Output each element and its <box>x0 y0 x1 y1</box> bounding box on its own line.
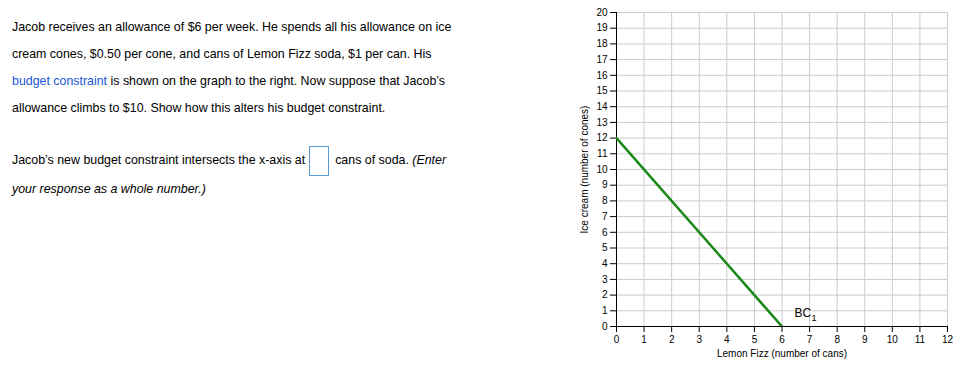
svg-text:1: 1 <box>811 313 816 323</box>
svg-text:11: 11 <box>915 334 926 345</box>
svg-text:11: 11 <box>597 148 608 159</box>
svg-text:6: 6 <box>779 334 785 345</box>
html-text:cans of soda. (Enter: cans of soda. (Enter <box>335 153 447 168</box>
svg-text:5: 5 <box>602 242 608 253</box>
html-text:cream cones, $0.50 per cone, a: cream cones, $0.50 per cone, and cans of… <box>12 47 432 61</box>
svg-text:9: 9 <box>862 334 868 345</box>
svg-text:20: 20 <box>596 7 608 18</box>
svg-text:10: 10 <box>596 164 608 175</box>
svg-text:12: 12 <box>942 334 954 345</box>
svg-text:13: 13 <box>596 117 608 128</box>
svg-text:10: 10 <box>887 334 899 345</box>
html-text:allowance climbs to $10. Show: allowance climbs to $10. Show how this a… <box>12 101 386 115</box>
svg-text:8: 8 <box>602 195 608 206</box>
svg-text:18: 18 <box>596 38 608 49</box>
svg-text:3: 3 <box>602 274 608 285</box>
html-text:budget constraint is shown on: budget constraint is shown on the graph … <box>12 74 445 88</box>
svg-text:1: 1 <box>641 334 647 345</box>
svg-text:0: 0 <box>602 321 608 332</box>
svg-text:8: 8 <box>834 334 840 345</box>
svg-text:17: 17 <box>596 54 608 65</box>
svg-text:15: 15 <box>596 85 608 96</box>
svg-text:9: 9 <box>602 179 608 190</box>
svg-text:Ice cream (number of cones): Ice cream (number of cones) <box>579 106 590 234</box>
svg-text:5: 5 <box>752 334 758 345</box>
svg-text:12: 12 <box>596 132 608 143</box>
svg-text:0: 0 <box>614 334 620 345</box>
html-text:your response as a whole numbe: your response as a whole number.) <box>12 182 206 196</box>
svg-text:2: 2 <box>602 289 608 300</box>
svg-text:1: 1 <box>602 305 608 316</box>
svg-text:14: 14 <box>596 101 608 112</box>
svg-text:19: 19 <box>596 22 608 33</box>
html-text:Jacob’s new budget constraint: Jacob’s new budget constraint intersects… <box>12 153 306 168</box>
svg-text:7: 7 <box>602 211 608 222</box>
svg-text:7: 7 <box>807 334 813 345</box>
html-text:Jacob receives an allowance of: Jacob receives an allowance of $6 per we… <box>12 20 452 34</box>
svg-text:4: 4 <box>602 258 608 269</box>
svg-text:16: 16 <box>596 70 608 81</box>
svg-text:2: 2 <box>669 334 675 345</box>
svg-text:BC: BC <box>794 306 811 320</box>
svg-text:4: 4 <box>724 334 730 345</box>
svg-text:3: 3 <box>696 334 702 345</box>
svg-text:Lemon Fizz (number of cans): Lemon Fizz (number of cans) <box>717 348 847 359</box>
svg-text:6: 6 <box>602 227 608 238</box>
